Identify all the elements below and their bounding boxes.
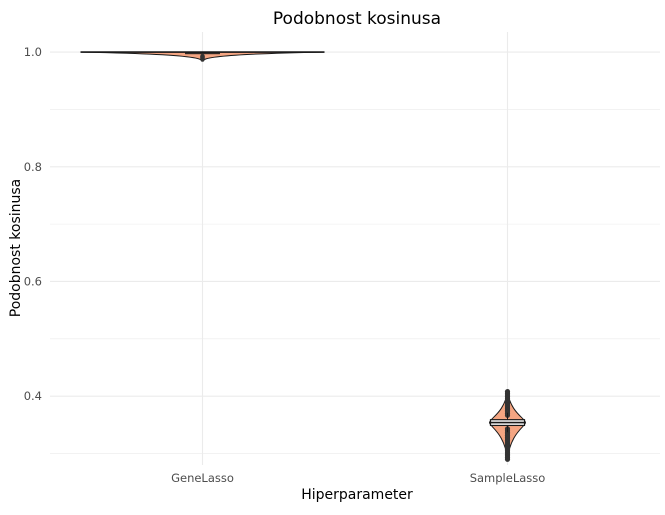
outlier-point xyxy=(504,388,511,395)
x-axis-title: Hiperparameter xyxy=(301,487,413,503)
y-tick-label: 0.8 xyxy=(24,160,42,174)
plot-marks xyxy=(80,51,527,462)
y-tick-label: 1.0 xyxy=(24,45,42,59)
y-tick-label: 0.4 xyxy=(24,389,42,403)
violin-group xyxy=(488,388,527,462)
x-tick-label: SampleLasso xyxy=(470,471,546,485)
axes: 0.4 0.6 0.8 1.0 GeneLasso SampleLasso xyxy=(24,45,546,485)
violin-group xyxy=(80,51,325,62)
outlier-point xyxy=(200,53,205,59)
y-tick-label: 0.6 xyxy=(24,274,42,288)
grid xyxy=(50,32,660,465)
chart-title: Podobnost kosinusa xyxy=(273,9,441,29)
x-tick-label: GeneLasso xyxy=(171,471,234,485)
y-axis-title: Podobnost kosinusa xyxy=(8,179,24,318)
